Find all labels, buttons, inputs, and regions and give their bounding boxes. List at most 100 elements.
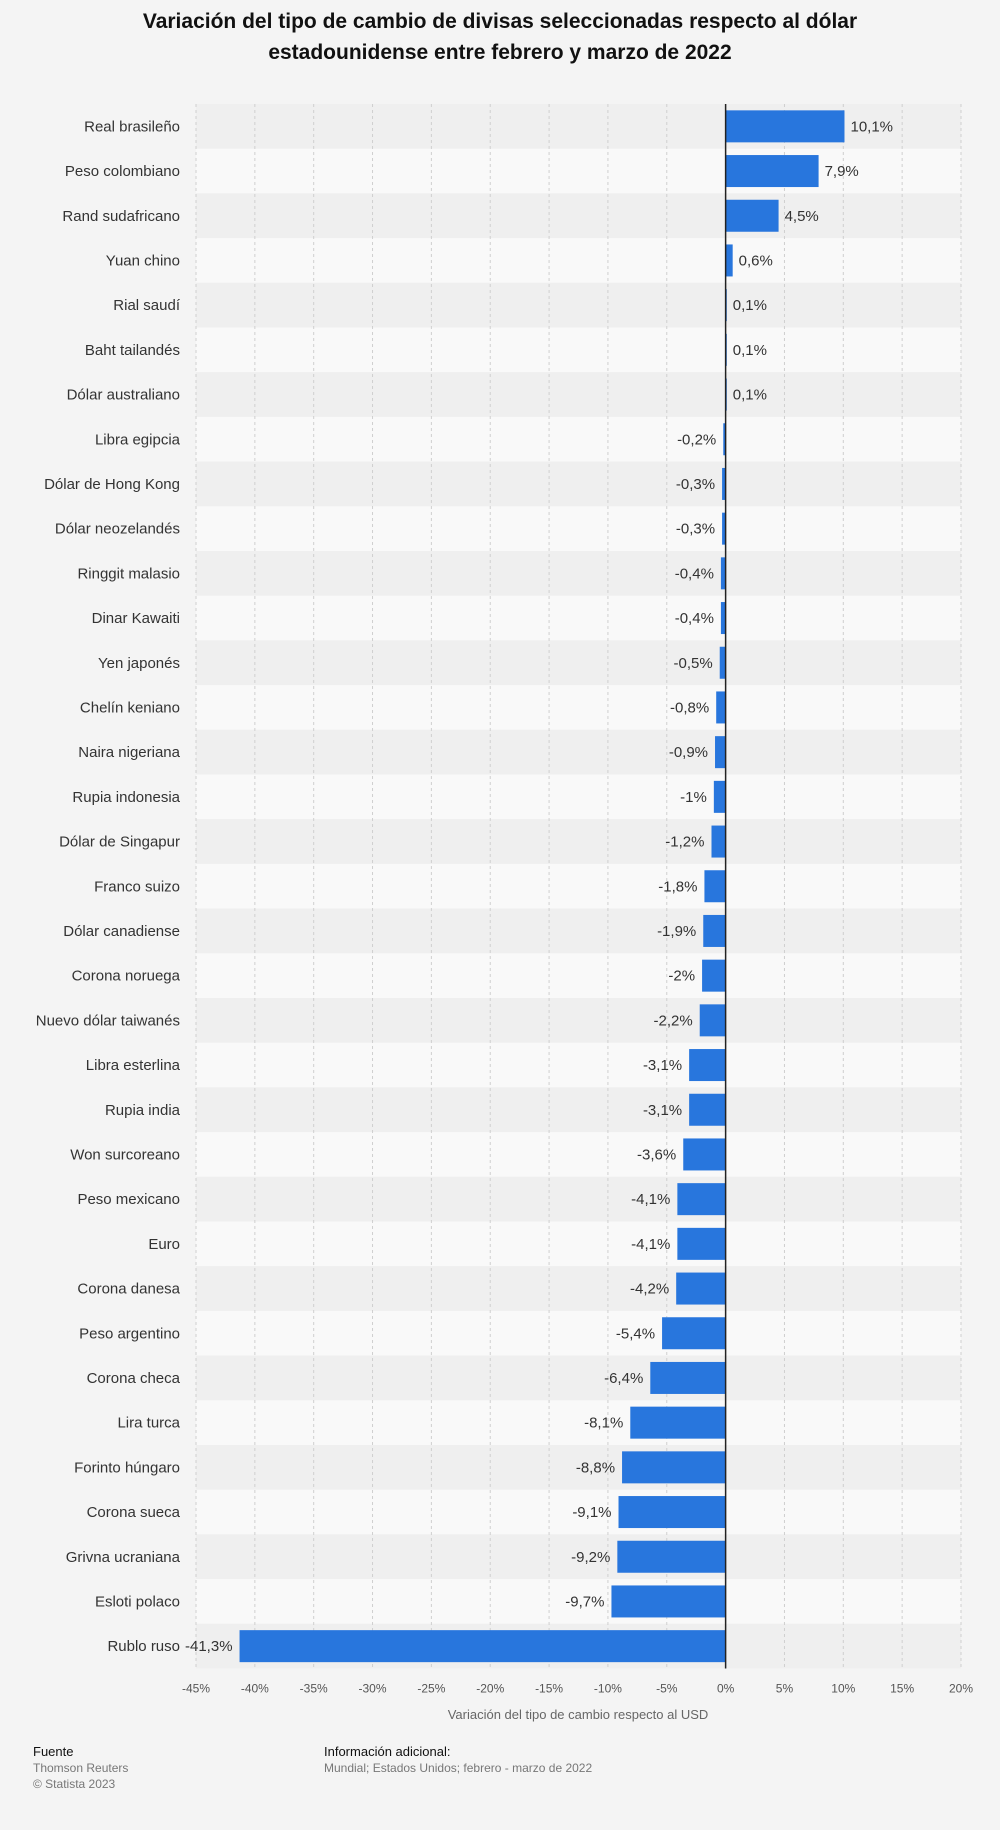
bar[interactable]	[677, 1227, 726, 1260]
info-text: Mundial; Estados Unidos; febrero - marzo…	[324, 1761, 593, 1775]
bar[interactable]	[689, 1093, 726, 1126]
bar[interactable]	[725, 110, 845, 143]
bar[interactable]	[719, 646, 726, 679]
bar[interactable]	[704, 870, 726, 903]
x-tick-label: -10%	[594, 1682, 622, 1696]
category-label: Rand sudafricano	[62, 208, 180, 225]
row-band	[196, 416, 961, 462]
value-label: -4,1%	[631, 1236, 670, 1253]
bar[interactable]	[650, 1361, 726, 1394]
category-label: Dólar de Singapur	[59, 834, 180, 851]
row-band	[196, 774, 961, 820]
value-label: -0,3%	[676, 476, 715, 493]
value-label: -3,1%	[643, 1102, 682, 1119]
source-name: Thomson Reuters	[33, 1761, 129, 1775]
bar[interactable]	[722, 467, 726, 500]
category-label: Chelín keniano	[80, 699, 180, 716]
bar[interactable]	[239, 1630, 726, 1663]
row-band	[196, 1221, 961, 1267]
value-label: -0,8%	[670, 699, 709, 716]
category-label: Won surcoreano	[70, 1146, 180, 1163]
value-label: 0,6%	[739, 252, 773, 269]
bar[interactable]	[725, 155, 819, 188]
value-label: -3,6%	[637, 1146, 676, 1163]
category-label: Nuevo dólar taiwanés	[36, 1012, 180, 1029]
category-label: Peso argentino	[79, 1325, 180, 1342]
value-labels: 10,1% 7,9% 4,5% 0,6% 0,1% 0,1% 0,1% -0,2% -0,3% -…	[185, 118, 893, 1655]
row-band	[196, 1489, 961, 1535]
bar[interactable]	[713, 780, 726, 813]
bar[interactable]	[720, 557, 726, 590]
bar[interactable]	[677, 1183, 726, 1216]
x-tick-label: -25%	[417, 1682, 445, 1696]
value-label: 0,1%	[733, 297, 767, 314]
category-label: Peso colombiano	[65, 163, 180, 180]
category-label: Dólar neozelandés	[55, 521, 180, 538]
row-band	[196, 1400, 961, 1445]
bar[interactable]	[689, 1049, 726, 1082]
row-band	[196, 551, 961, 596]
category-label: Forinto húngaro	[74, 1459, 180, 1476]
row-band	[196, 372, 961, 417]
value-label: -9,7%	[565, 1593, 604, 1610]
row-band	[196, 819, 961, 864]
footer-info: Información adicional: Mundial; Estados …	[324, 1744, 592, 1776]
bar[interactable]	[683, 1138, 726, 1171]
bar[interactable]	[662, 1317, 726, 1350]
footer-source: Fuente Thomson Reuters © Statista 2023	[33, 1744, 128, 1792]
bar[interactable]	[723, 423, 726, 456]
row-band	[196, 282, 961, 328]
category-label: Dólar canadiense	[63, 923, 180, 940]
bar[interactable]	[725, 199, 779, 232]
bar[interactable]	[725, 244, 733, 277]
category-label: Euro	[148, 1236, 180, 1253]
bar[interactable]	[699, 1004, 726, 1037]
bar[interactable]	[715, 736, 726, 769]
bar[interactable]	[722, 512, 726, 545]
value-label: 10,1%	[850, 118, 893, 135]
bar[interactable]	[630, 1406, 726, 1439]
bar[interactable]	[622, 1451, 726, 1484]
value-label: -8,8%	[576, 1459, 615, 1476]
value-label: -4,1%	[631, 1191, 670, 1208]
row-band	[196, 1310, 961, 1356]
value-label: -0,4%	[675, 610, 714, 627]
bar[interactable]	[617, 1540, 726, 1573]
bar[interactable]	[703, 914, 726, 947]
value-label: -3,1%	[643, 1057, 682, 1074]
value-label: 4,5%	[785, 208, 819, 225]
value-label: -0,2%	[677, 431, 716, 448]
value-label: -4,2%	[630, 1281, 669, 1298]
x-tick-label: 10%	[831, 1682, 855, 1696]
row-band	[196, 1042, 961, 1088]
value-label: 0,1%	[733, 342, 767, 359]
value-label: -1,2%	[665, 834, 704, 851]
category-label: Rublo ruso	[107, 1638, 180, 1655]
bar[interactable]	[676, 1272, 726, 1305]
bar[interactable]	[716, 691, 726, 724]
bar[interactable]	[702, 959, 726, 992]
info-heading: Información adicional:	[324, 1744, 451, 1759]
bar[interactable]	[711, 825, 726, 858]
copyright: © Statista 2023	[33, 1777, 116, 1791]
value-label: -0,4%	[675, 565, 714, 582]
row-band	[196, 908, 961, 954]
category-label: Corona noruega	[72, 968, 181, 985]
row-band	[196, 461, 961, 507]
row-band	[196, 148, 961, 194]
row-bands	[196, 104, 961, 1669]
bar[interactable]	[720, 602, 726, 635]
category-label: Peso mexicano	[77, 1191, 180, 1208]
x-axis-title: Variación del tipo de cambio respecto al…	[448, 1707, 709, 1722]
category-label: Franco suizo	[94, 878, 180, 895]
bar[interactable]	[611, 1585, 726, 1618]
x-tick-label: 5%	[776, 1682, 794, 1696]
row-band	[196, 238, 961, 283]
row-band	[196, 327, 961, 373]
value-label: 7,9%	[825, 163, 859, 180]
row-band	[196, 1132, 961, 1177]
row-band	[196, 1176, 961, 1222]
bar[interactable]	[618, 1496, 726, 1529]
category-labels: Real brasileño Peso colombiano Rand sudafr…	[36, 118, 181, 1655]
category-label: Corona danesa	[77, 1281, 180, 1298]
